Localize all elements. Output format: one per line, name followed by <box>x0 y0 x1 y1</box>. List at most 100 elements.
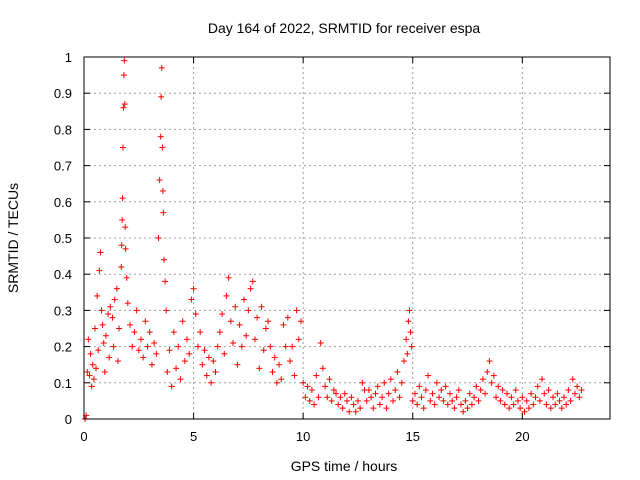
data-point <box>339 405 346 412</box>
y-tick-label: 0.2 <box>54 340 72 355</box>
data-point <box>262 325 269 332</box>
data-point <box>153 350 160 357</box>
data-point <box>240 296 247 303</box>
data-point <box>409 397 416 404</box>
data-point <box>512 387 519 394</box>
data-point <box>422 387 429 394</box>
data-point <box>116 325 123 332</box>
y-tick-label: 0.1 <box>54 376 72 391</box>
data-point <box>370 405 377 412</box>
grid-layer <box>84 57 610 419</box>
data-point <box>473 383 480 390</box>
data-point <box>308 387 315 394</box>
data-point <box>95 347 102 354</box>
data-point <box>418 394 425 401</box>
data-point <box>337 394 344 401</box>
data-point <box>493 394 500 401</box>
y-tick-label: 0 <box>65 412 72 427</box>
data-point <box>166 347 173 354</box>
data-point <box>468 401 475 408</box>
x-tick-label: 20 <box>515 429 529 444</box>
data-point <box>227 318 234 325</box>
data-point <box>162 278 169 285</box>
data-point <box>142 318 149 325</box>
data-point <box>160 256 167 263</box>
data-point <box>368 394 375 401</box>
data-point <box>230 339 237 346</box>
data-point <box>158 64 165 71</box>
data-point <box>319 365 326 372</box>
data-point <box>188 296 195 303</box>
data-point <box>414 401 421 408</box>
data-point <box>365 387 372 394</box>
data-point <box>269 368 276 375</box>
data-point <box>569 376 576 383</box>
y-tick-label: 0.9 <box>54 86 72 101</box>
data-point <box>210 358 217 365</box>
data-point <box>352 408 359 415</box>
data-point <box>545 387 552 394</box>
data-point <box>453 394 460 401</box>
data-point <box>219 311 226 318</box>
data-point <box>137 336 144 343</box>
data-point <box>451 405 458 412</box>
data-point <box>260 347 267 354</box>
data-point <box>552 401 559 408</box>
data-point <box>350 401 357 408</box>
data-point <box>464 405 471 412</box>
data-point <box>471 394 478 401</box>
data-point <box>114 358 121 365</box>
data-point <box>547 405 554 412</box>
data-point <box>199 361 206 368</box>
data-point <box>556 397 563 404</box>
data-point <box>271 354 278 361</box>
data-point <box>278 376 285 383</box>
data-point <box>499 387 506 394</box>
data-point <box>517 405 524 412</box>
data-point <box>313 372 320 379</box>
data-point <box>376 401 383 408</box>
data-point <box>532 394 539 401</box>
x-axis-label: GPS time / hours <box>291 458 398 474</box>
data-point <box>449 397 456 404</box>
data-point <box>387 376 394 383</box>
data-point <box>523 397 530 404</box>
data-point <box>482 390 489 397</box>
x-tick-label: 0 <box>80 429 87 444</box>
data-point <box>359 379 366 386</box>
data-point <box>85 336 92 343</box>
data-point <box>119 195 126 202</box>
data-point <box>407 329 414 336</box>
data-point <box>404 350 411 357</box>
x-tick-label: 15 <box>406 429 420 444</box>
data-point <box>506 405 513 412</box>
y-tick-label: 1 <box>65 50 72 65</box>
data-point <box>119 216 126 223</box>
data-point <box>460 408 467 415</box>
data-point <box>427 397 434 404</box>
data-point <box>282 343 289 350</box>
data-point <box>479 376 486 383</box>
data-point <box>148 361 155 368</box>
data-point <box>144 343 151 350</box>
data-point <box>105 311 112 318</box>
data-point <box>462 397 469 404</box>
x-tick-label: 5 <box>190 429 197 444</box>
y-tick-label: 0.4 <box>54 267 72 282</box>
data-point <box>333 390 340 397</box>
y-tick-label: 0.8 <box>54 122 72 137</box>
data-point <box>123 274 130 281</box>
data-point <box>238 343 245 350</box>
data-point <box>567 397 574 404</box>
data-point <box>539 376 546 383</box>
data-point <box>184 336 191 343</box>
data-point <box>357 405 364 412</box>
data-point <box>159 187 166 194</box>
data-point <box>99 321 106 328</box>
data-point <box>381 379 388 386</box>
data-point <box>280 321 287 328</box>
data-point <box>341 390 348 397</box>
y-tick-label: 0.6 <box>54 195 72 210</box>
data-point <box>438 387 445 394</box>
